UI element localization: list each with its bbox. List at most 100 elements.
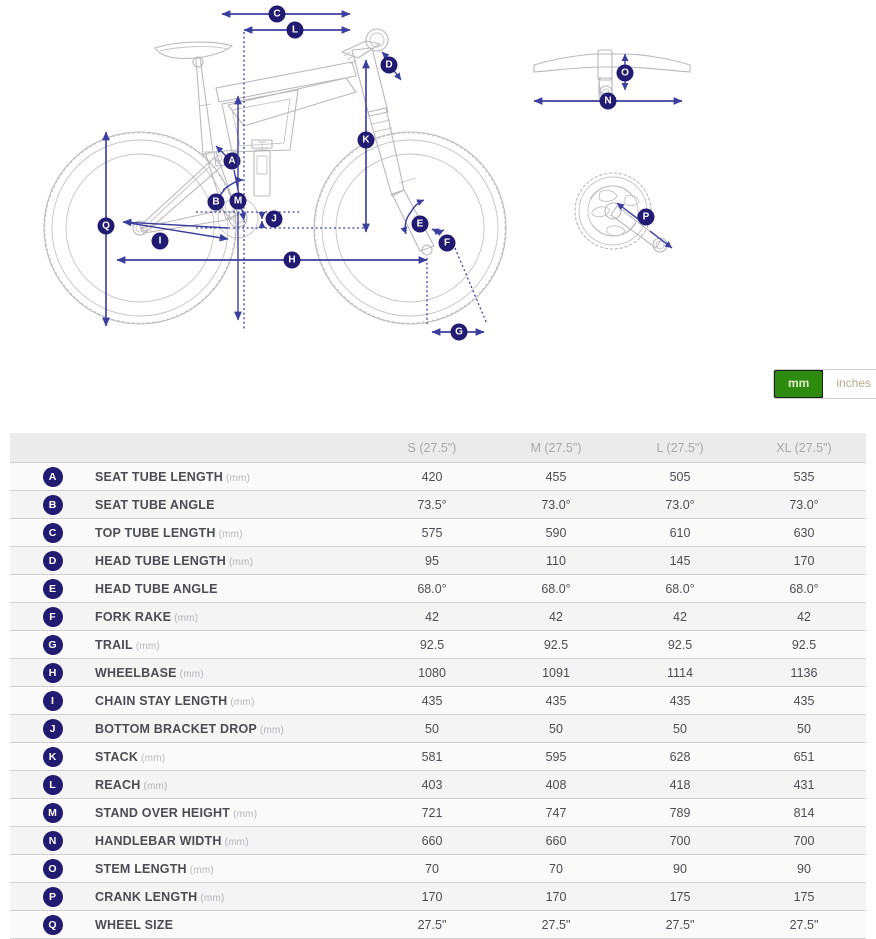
measurement-badge-icon: K <box>42 746 63 767</box>
measurement-value: 455 <box>545 469 567 484</box>
measurement-value: 747 <box>545 805 567 820</box>
svg-text:C: C <box>273 9 280 20</box>
table-row: B SEAT TUBE ANGLE 73.5° 73.0° 73.0° 73.0° <box>10 490 866 519</box>
measurement-value: 789 <box>669 805 691 820</box>
measurement-unit-suffix: (mm) <box>225 472 251 484</box>
measurement-value: 73.5° <box>417 497 447 512</box>
measurement-value: 700 <box>793 833 815 848</box>
measurement-value: 435 <box>421 693 443 708</box>
measurement-badge-icon: I <box>42 690 63 711</box>
measurement-value: 68.0° <box>665 581 695 596</box>
measurement-value: 505 <box>669 469 691 484</box>
measurement-value: 50 <box>549 721 563 736</box>
table-row: C TOP TUBE LENGTH (mm) 575 590 610 630 <box>10 518 866 547</box>
measurement-unit-suffix: (mm) <box>135 640 160 652</box>
callout-L <box>286 21 304 39</box>
measurement-label-text: HANDLEBAR WIDTH <box>95 833 222 848</box>
table-row: N HANDLEBAR WIDTH (mm) 660 660 700 700 <box>10 826 866 855</box>
measurement-value: 814 <box>793 805 815 820</box>
row-badge-cell: K <box>10 743 95 771</box>
measurement-badge-icon: Q <box>42 914 63 935</box>
callout-I <box>151 232 169 250</box>
header-size-xl: XL (27.5") <box>742 433 866 463</box>
measurement-value: 403 <box>421 777 443 792</box>
row-badge-cell: H <box>10 659 95 687</box>
measurement-value: 42 <box>673 609 687 624</box>
measurement-unit-suffix: (mm) <box>230 696 255 708</box>
callout-J <box>265 210 283 228</box>
measurement-label: WHEEL SIZE <box>95 911 370 939</box>
measurement-value: 581 <box>421 749 443 764</box>
measurement-value: 68.0° <box>417 581 447 596</box>
measurement-badge-icon: C <box>42 522 63 543</box>
measurement-value: 50 <box>797 721 811 736</box>
measurement-label: REACH (mm) <box>95 771 370 799</box>
measurement-label-text: HEAD TUBE LENGTH <box>95 553 226 568</box>
table-row: H WHEELBASE (mm) 1080 1091 1114 1136 <box>10 658 866 687</box>
measurement-label: SEAT TUBE LENGTH (mm) <box>95 463 370 491</box>
measurement-badge-icon: M <box>42 802 63 823</box>
measurement-badge-icon: F <box>42 606 63 627</box>
svg-text:N: N <box>604 96 611 107</box>
unit-inches-button[interactable]: inches <box>823 370 876 398</box>
measurement-value: 170 <box>545 889 567 904</box>
measurement-value: 175 <box>793 889 815 904</box>
table-row: Q WHEEL SIZE 27.5" 27.5" 27.5" 27.5" <box>10 910 866 939</box>
row-badge-cell: M <box>10 799 95 827</box>
measurement-value: 90 <box>797 861 811 876</box>
row-badge-cell: A <box>10 463 95 491</box>
measurement-unit-suffix: (mm) <box>143 780 168 792</box>
callout-G <box>450 323 468 341</box>
measurement-badge-icon: E <box>42 578 63 599</box>
row-badge-cell: G <box>10 631 95 659</box>
svg-text:I: I <box>159 236 162 247</box>
measurement-label-text: SEAT TUBE LENGTH <box>95 469 223 484</box>
measurement-value: 630 <box>793 525 815 540</box>
row-badge-cell: F <box>10 603 95 631</box>
callout-C <box>268 5 286 23</box>
dim-line-E <box>400 211 412 235</box>
measurement-label: HEAD TUBE ANGLE <box>95 575 370 603</box>
callout-D <box>380 56 398 74</box>
measurement-label-text: CHAIN STAY LENGTH <box>95 693 228 708</box>
measurement-value: 73.0° <box>789 497 819 512</box>
svg-text:A: A <box>228 156 235 167</box>
measurement-value: 145 <box>669 553 691 568</box>
callout-Q <box>97 217 115 235</box>
measurement-unit-suffix: (mm) <box>141 752 166 764</box>
svg-text:P: P <box>643 212 650 223</box>
header-label-col <box>95 433 370 463</box>
measurement-value: 610 <box>669 525 691 540</box>
table-row: J BOTTOM BRACKET DROP (mm) 50 50 50 50 <box>10 714 866 743</box>
row-badge-cell: J <box>10 715 95 743</box>
measurement-value: 27.5" <box>665 917 695 932</box>
svg-text:L: L <box>292 25 298 36</box>
table-row: F FORK RAKE (mm) 42 42 42 42 <box>10 602 866 631</box>
measurement-value: 431 <box>793 777 815 792</box>
geometry-diagram: C L D K A <box>0 0 876 350</box>
measurement-unit-suffix: (mm) <box>218 528 243 540</box>
row-badge-cell: E <box>10 575 95 603</box>
measurement-value: 420 <box>421 469 443 484</box>
measurement-label-text: SEAT TUBE ANGLE <box>95 497 215 512</box>
measurement-value: 170 <box>793 553 815 568</box>
unit-mm-button[interactable]: mm <box>774 370 825 398</box>
measurement-value: 90 <box>673 861 687 876</box>
measurement-label: BOTTOM BRACKET DROP (mm) <box>95 715 370 743</box>
measurement-value: 418 <box>669 777 691 792</box>
row-badge-cell: Q <box>10 911 95 939</box>
unit-toggle-group[interactable]: mm inches <box>773 369 876 399</box>
measurement-unit-suffix: (mm) <box>200 892 225 904</box>
callout-N <box>599 92 617 110</box>
svg-text:F: F <box>444 238 450 249</box>
dim-line-I <box>122 218 229 229</box>
callout-K <box>357 131 375 149</box>
measurement-unit-suffix: (mm) <box>224 836 249 848</box>
measurement-label: STEM LENGTH (mm) <box>95 855 370 883</box>
measurement-value: 92.5 <box>667 637 693 652</box>
measurement-value: 1080 <box>418 665 446 680</box>
measurement-value: 73.0° <box>541 497 571 512</box>
svg-text:E: E <box>417 219 424 230</box>
measurement-badge-icon: P <box>42 886 63 907</box>
measurement-label-text: STAND OVER HEIGHT <box>95 805 231 820</box>
